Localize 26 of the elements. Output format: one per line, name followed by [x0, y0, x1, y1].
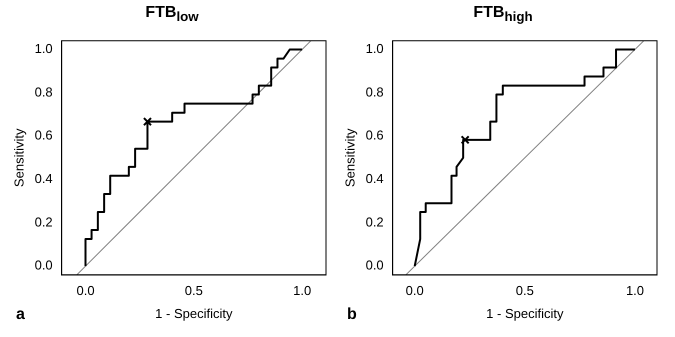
x-axis-title: 1 - Specificity: [155, 306, 233, 321]
y-tick-label: 0.0: [34, 258, 53, 273]
x-tick-label: 0.5: [184, 283, 203, 298]
text: b: [347, 306, 357, 324]
y-tick-label: 0.0: [366, 258, 384, 273]
y-tick-label: 1.0: [366, 41, 384, 56]
y-tick-label: 0.6: [34, 128, 53, 143]
x-tick-label: 1.0: [293, 283, 312, 298]
y-tick-label: 0.4: [366, 171, 384, 186]
y-tick-label: 0.4: [34, 171, 53, 186]
y-axis-title: Sensitivity: [11, 128, 26, 188]
x-tick-label: 1.0: [626, 283, 644, 298]
y-axis-title: Sensitivity: [342, 128, 358, 188]
x-axis-title: 1 - Specificity: [486, 306, 564, 321]
y-tick-label: 0.2: [34, 214, 53, 230]
y-tick-label: 1.0: [34, 41, 53, 56]
chart-title: FTB$_{high}$: [472, 4, 534, 26]
chart-title: FTB$_{low}$: [144, 4, 200, 26]
y-tick-label: 0.6: [366, 128, 384, 143]
y-tick-label: 0.8: [34, 84, 53, 100]
x-tick-label: 0.5: [516, 283, 534, 298]
y-tick-label: 0.8: [366, 84, 384, 100]
x-tick-label: 0.0: [76, 283, 95, 298]
y-tick-label: 0.2: [366, 214, 384, 230]
text: a: [16, 306, 25, 324]
x-tick-label: 0.0: [406, 283, 424, 298]
